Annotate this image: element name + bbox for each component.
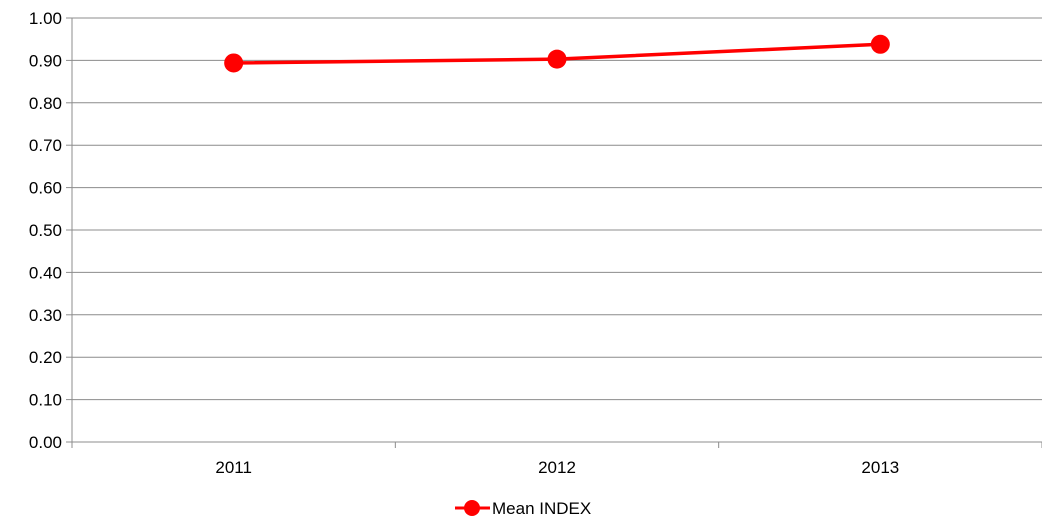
y-tick-label: 0.70 bbox=[29, 136, 62, 155]
x-tick-label-2012: 2012 bbox=[538, 458, 576, 477]
data-point-2013 bbox=[870, 34, 890, 54]
data-point-2011 bbox=[224, 53, 244, 73]
axes bbox=[66, 17, 1042, 448]
legend: Mean INDEX bbox=[455, 499, 591, 518]
legend-label-mean-index: Mean INDEX bbox=[492, 499, 591, 518]
x-tick-label-2011: 2011 bbox=[215, 458, 252, 477]
y-tick-label: 0.00 bbox=[29, 433, 62, 452]
y-tick-label: 0.50 bbox=[29, 221, 62, 240]
grid-lines bbox=[72, 17, 1042, 401]
y-axis-tick-labels: 0.00 0.10 0.20 0.30 0.40 0.50 0.60 0.70 0.80 0.90… bbox=[29, 9, 62, 452]
series-markers bbox=[224, 34, 890, 73]
y-tick-label: 0.10 bbox=[29, 391, 62, 410]
x-axis-tick-labels: 2011 2012 2013 bbox=[215, 458, 899, 477]
y-tick-label: 1.00 bbox=[29, 9, 62, 28]
y-tick-label: 0.90 bbox=[29, 51, 62, 70]
y-tick-label: 0.80 bbox=[29, 94, 62, 113]
legend-marker-swatch bbox=[464, 500, 480, 516]
y-tick-label: 0.30 bbox=[29, 306, 62, 325]
y-tick-label: 0.20 bbox=[29, 348, 62, 367]
x-tick-label-2013: 2013 bbox=[861, 458, 899, 477]
data-point-2012 bbox=[547, 49, 567, 69]
y-tick-label: 0.40 bbox=[29, 263, 62, 282]
y-tick-label: 0.60 bbox=[29, 179, 62, 198]
